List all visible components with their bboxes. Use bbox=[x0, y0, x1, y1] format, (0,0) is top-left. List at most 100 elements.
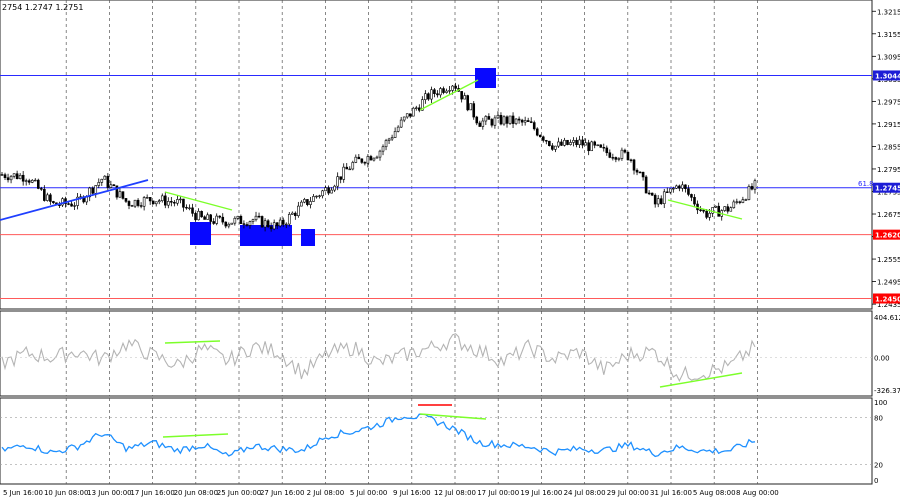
candle-body bbox=[194, 213, 197, 221]
candle-body bbox=[469, 103, 473, 111]
candle-body bbox=[484, 116, 488, 122]
candle-body bbox=[242, 223, 246, 225]
price-tick-label: 1.2495 bbox=[877, 279, 900, 287]
candle-body bbox=[478, 122, 482, 127]
candle-body bbox=[287, 214, 291, 225]
candle-body bbox=[424, 93, 427, 100]
candle-body bbox=[354, 156, 358, 163]
candle-body bbox=[182, 198, 185, 208]
price-tick-label: 1.2975 bbox=[877, 98, 900, 106]
candle-body bbox=[421, 99, 424, 111]
candle-body bbox=[43, 189, 46, 201]
candle-body bbox=[638, 171, 642, 174]
candle-body bbox=[723, 206, 727, 211]
time-label: 5 Jul 00:00 bbox=[350, 489, 388, 497]
candle-body bbox=[266, 220, 270, 227]
level-badge bbox=[873, 293, 900, 304]
candle-body bbox=[526, 120, 530, 122]
candle-body bbox=[188, 207, 191, 209]
candle-body bbox=[154, 201, 158, 205]
candle-body bbox=[448, 90, 451, 92]
candle-body bbox=[139, 205, 143, 207]
price-tick-label: 1.2855 bbox=[877, 143, 900, 151]
candle-body bbox=[538, 134, 542, 138]
candle-body bbox=[230, 222, 234, 225]
time-label: 9 Jul 16:00 bbox=[393, 489, 431, 497]
candle-body bbox=[702, 209, 705, 212]
candle-body bbox=[18, 174, 22, 180]
candle-body bbox=[541, 136, 545, 141]
candle-body bbox=[297, 205, 300, 217]
candle-body bbox=[360, 158, 364, 163]
time-label: 29 Jul 00:00 bbox=[607, 489, 649, 497]
price-tick-label: 1.2555 bbox=[877, 256, 900, 264]
candle-body bbox=[427, 93, 430, 100]
candle-body bbox=[321, 190, 324, 197]
candle-body bbox=[52, 201, 55, 204]
candle-body bbox=[581, 139, 584, 146]
candle-body bbox=[675, 185, 678, 189]
candle-body bbox=[197, 210, 200, 221]
candle-body bbox=[312, 196, 315, 202]
time-label: 31 Jul 16:00 bbox=[650, 489, 692, 497]
candle-body bbox=[687, 188, 690, 195]
candle-body bbox=[324, 187, 327, 192]
candle-body bbox=[584, 142, 587, 146]
candle-body bbox=[203, 216, 206, 220]
candle-body bbox=[405, 113, 409, 118]
candle-body bbox=[451, 85, 454, 91]
rsi-divergence bbox=[162, 433, 229, 438]
candle-body bbox=[142, 197, 146, 207]
candle-body bbox=[61, 198, 64, 206]
candle-body bbox=[357, 156, 361, 160]
candle-body bbox=[88, 187, 91, 198]
candle-body bbox=[496, 115, 500, 119]
candle-body bbox=[735, 201, 739, 203]
candle-body bbox=[345, 166, 349, 170]
candle-body bbox=[333, 185, 336, 191]
candle-body bbox=[605, 147, 609, 154]
candle-body bbox=[160, 195, 164, 201]
time-label: 8 Aug 00:00 bbox=[736, 489, 779, 497]
time-label: 20 Jun 08:00 bbox=[174, 489, 218, 497]
candle-body bbox=[693, 197, 696, 205]
time-label: 12 Jul 08:00 bbox=[434, 489, 476, 497]
candle-body bbox=[260, 216, 264, 228]
candle-body bbox=[590, 141, 593, 152]
candle-body bbox=[12, 173, 16, 177]
candle-body bbox=[560, 141, 563, 146]
candle-body bbox=[339, 176, 342, 180]
candle-body bbox=[27, 180, 31, 183]
rsi-line bbox=[1, 413, 756, 458]
candle-body bbox=[454, 85, 457, 89]
candle-body bbox=[191, 207, 194, 214]
candle-body bbox=[656, 198, 660, 205]
price-tick-label: 1.2675 bbox=[877, 211, 900, 219]
candle-body bbox=[330, 189, 333, 194]
candle-body bbox=[148, 197, 152, 202]
candle-body bbox=[33, 179, 37, 182]
candle-body bbox=[505, 116, 509, 124]
candle-body bbox=[173, 201, 176, 204]
candle-body bbox=[632, 159, 636, 171]
candle-body bbox=[363, 162, 367, 164]
candle-body bbox=[732, 201, 736, 209]
candle-body bbox=[251, 219, 255, 222]
candle-body bbox=[0, 174, 4, 176]
candle-body bbox=[726, 206, 730, 212]
candle-body bbox=[635, 169, 639, 173]
candle-body bbox=[73, 205, 76, 207]
candle-body bbox=[221, 216, 225, 223]
candle-body bbox=[303, 199, 306, 203]
time-label: 10 Jun 08:00 bbox=[44, 489, 88, 497]
time-label: 24 Jul 08:00 bbox=[564, 489, 606, 497]
level-badges[interactable]: 1.3044 1.2745 1.2620 1.2450 bbox=[873, 70, 900, 304]
candle-body bbox=[384, 140, 388, 148]
candle-body bbox=[684, 184, 687, 189]
candle-body bbox=[306, 199, 309, 205]
candle-body bbox=[351, 162, 355, 170]
rsi-indicator bbox=[0, 404, 872, 465]
